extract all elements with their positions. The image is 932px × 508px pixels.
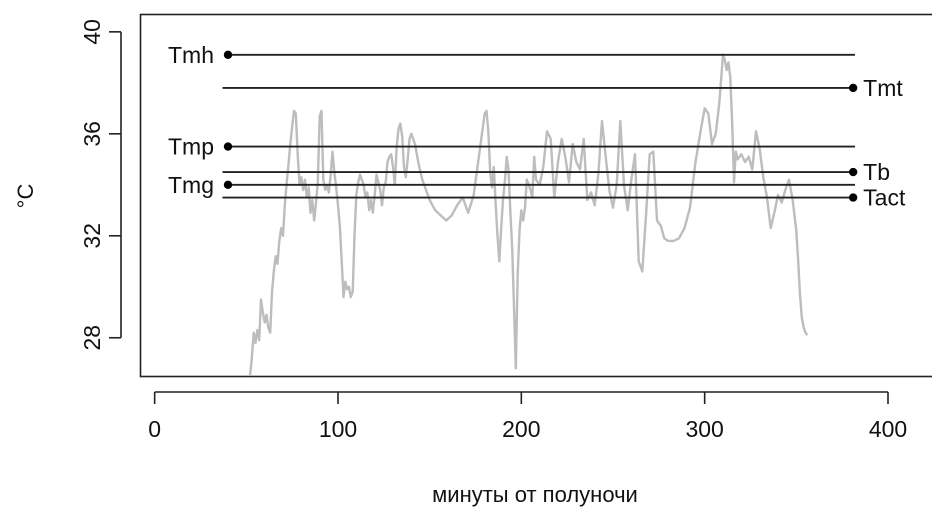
reference-lines: Tmh Tmt Tmp Tb Tmg Tact — [168, 42, 906, 211]
y-tick-label-32: 32 — [79, 223, 105, 249]
reference-marker-tmp — [223, 142, 233, 151]
reference-marker-tb — [848, 167, 858, 177]
reference-label-tmg: Tmg — [168, 172, 214, 198]
x-tick-label-400: 400 — [869, 416, 907, 442]
reference-marker-tmt — [848, 83, 858, 93]
plot-frame — [139, 13, 932, 378]
plot-area — [139, 13, 932, 378]
reference-label-tmt: Tmt — [863, 75, 903, 101]
x-tick-label-100: 100 — [319, 416, 357, 442]
y-tick-label-40: 40 — [79, 19, 105, 45]
reference-marker-tmg — [223, 180, 233, 190]
reference-label-tact: Tact — [863, 185, 906, 211]
y-axis-label: °C — [13, 184, 38, 209]
x-axis-label: минуты от полуночи — [432, 482, 638, 507]
x-tick-label-300: 300 — [685, 416, 723, 442]
reference-label-tmh: Tmh — [168, 42, 214, 68]
y-tick-label-36: 36 — [79, 121, 105, 147]
reference-marker-tact — [848, 193, 858, 202]
reference-marker-tmh — [223, 50, 233, 59]
x-tick-label-200: 200 — [502, 416, 540, 442]
x-axis: 0 100 200 300 400 — [148, 391, 907, 442]
axes: 0 100 200 300 400 28 32 36 40 — [79, 19, 907, 442]
y-tick-label-28: 28 — [79, 325, 105, 351]
series-line-0 — [248, 53, 809, 377]
reference-label-tmp: Tmp — [168, 134, 214, 160]
y-axis: 28 32 36 40 — [79, 19, 122, 351]
reference-label-tb: Tb — [863, 159, 890, 185]
x-tick-label-0: 0 — [148, 416, 161, 442]
series-layer — [248, 53, 809, 377]
